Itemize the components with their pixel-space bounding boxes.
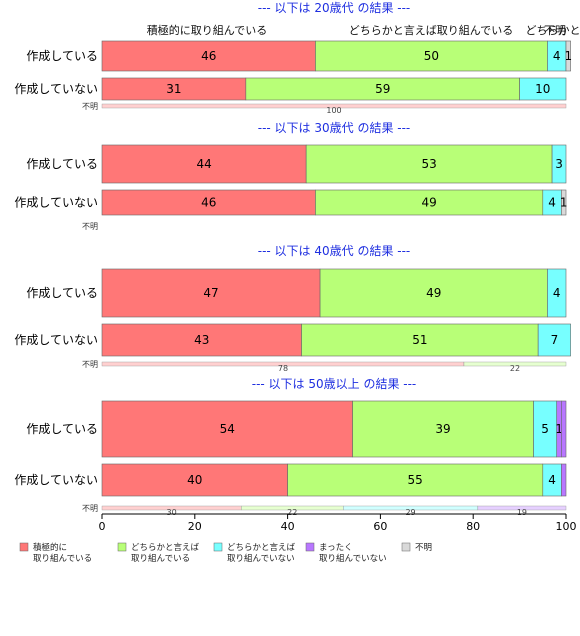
bar-segment [315,189,544,216]
unknown-data-label: 78 [278,364,288,373]
panel-title: --- 以下は 30歳代 の結果 --- [258,121,411,135]
legend-swatch [117,542,127,552]
panel-title: --- 以下は 20歳代 の結果 --- [258,1,411,15]
data-label: 53 [421,157,436,171]
bar-segment [565,40,571,72]
data-label: 51 [412,333,427,347]
bar-segment [101,323,302,357]
legend-label: どちらかと言えば [131,542,200,553]
legend-swatch [213,542,223,552]
bar-segment [319,268,548,318]
data-label: 40 [187,473,202,487]
legend-swatch [401,542,411,552]
data-label: 39 [435,422,450,436]
data-label: 54 [220,422,235,436]
row-label: 作成している [26,286,98,300]
unknown-bar-segment [477,505,567,511]
column-header-label: 不明 [544,24,566,37]
data-label: 46 [201,49,216,63]
unknown-row-label: 不明 [82,360,98,369]
data-label: 44 [196,157,211,171]
bar-segment [287,463,544,497]
bar-segment [315,40,548,72]
x-axis-tick-label: 0 [99,520,106,533]
x-axis-tick-label: 60 [373,520,387,533]
data-label: 1 [560,196,568,210]
row-label: 作成していない [14,473,98,487]
unknown-data-label: 22 [510,364,520,373]
data-label: 49 [426,286,441,300]
legend-label: 不明 [415,543,432,553]
data-label: 49 [421,196,436,210]
data-label: 3 [555,157,563,171]
panel-title: --- 以下は 50歳以上 の結果 --- [252,377,417,391]
unknown-data-label: 22 [287,508,297,517]
unknown-data-label: 100 [326,106,341,115]
bar-segment [101,144,307,184]
data-label: 47 [203,286,218,300]
data-label: 1 [564,49,572,63]
row-label: 作成している [26,157,98,171]
unknown-row-label: 不明 [82,504,98,513]
data-label: 7 [551,333,559,347]
row-label: 作成していない [14,333,98,347]
bar-segment [352,400,534,458]
data-label: 55 [408,473,423,487]
row-label: 作成している [26,49,98,63]
row-label: 作成していない [14,82,98,96]
unknown-bar-segment [463,361,567,367]
legend-swatch [19,542,29,552]
panel-title: --- 以下は 40歳代 の結果 --- [258,244,411,258]
row-label: 作成している [26,422,98,436]
bar-segment [561,400,567,458]
bar-segment [547,268,567,318]
x-axis-tick-label: 80 [466,520,480,533]
bar-segment [101,400,353,458]
data-label: 59 [375,82,390,96]
bar-segment [561,463,567,497]
bar-segment [551,144,567,184]
data-label: 46 [201,196,216,210]
data-label: 10 [535,82,550,96]
row-label: 作成していない [14,196,98,210]
data-label: 1 [555,422,563,436]
bar-segment [101,268,321,318]
data-label: 4 [553,286,561,300]
bar-segment [519,77,567,101]
data-label: 5 [541,422,549,436]
bar-segment [305,144,553,184]
unknown-row-label: 不明 [82,222,98,231]
legend-label: 取り組んでいる [131,553,190,564]
legend-swatch [305,542,315,552]
data-label: 4 [548,196,556,210]
bar-segment [561,189,567,216]
legend-label: 取り組んでいない [319,553,387,564]
x-axis-tick-label: 20 [188,520,202,533]
unknown-data-label: 19 [517,508,527,517]
data-label: 4 [553,49,561,63]
unknown-data-label: 29 [405,508,415,517]
unknown-data-label: 30 [167,508,177,517]
legend-label: どちらかと言えば [227,542,296,553]
data-label: 43 [194,333,209,347]
legend-label: 取り組んでいる [33,553,92,564]
x-axis-tick-label: 40 [281,520,295,533]
legend-label: 取り組んでいない [227,553,295,564]
data-label: 50 [424,49,439,63]
x-axis-tick-label: 100 [556,520,577,533]
column-header-label: どちらかと [526,24,580,37]
legend-label: 積極的に [33,542,67,553]
bar-segment [537,323,571,357]
data-label: 31 [166,82,181,96]
unknown-row-label: 不明 [82,102,98,111]
column-header-label: どちらかと言えば取り組んでいる [349,24,513,37]
legend-label: まったく [319,543,353,553]
column-header-label: 積極的に取り組んでいる [147,23,267,37]
data-label: 4 [548,473,556,487]
bar-segment [101,463,288,497]
unknown-bar-segment [101,103,567,109]
